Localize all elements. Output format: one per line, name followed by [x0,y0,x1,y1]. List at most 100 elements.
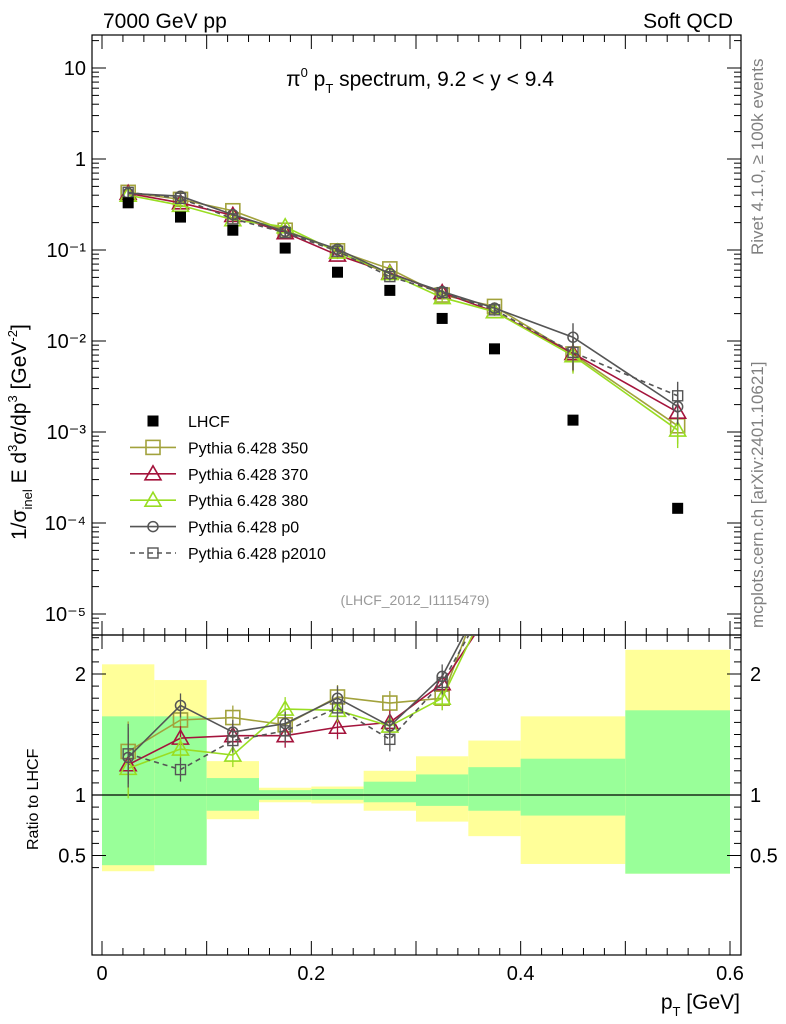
marker-circle [174,699,187,712]
y-tick-label: 10⁻² [47,331,87,353]
ratio-series-pythia-6-428-p2010 [122,584,500,784]
inner-uncertainty-band [520,758,626,816]
marker-filled-square [227,224,239,236]
y-tick-label: 1 [75,149,86,171]
ratio-ticks: 0.5 0.5 1 1 2 2 0 0.2 0.4 0.6 [58,635,778,985]
marker-filled-square [489,343,500,355]
marker-small-square [384,733,396,746]
series-lhcf [122,197,684,514]
inner-uncertainty-band [363,781,416,803]
series-line [128,192,679,408]
marker-small-square [174,763,187,776]
ratio-y-tick-label-left: 1 [75,785,86,807]
legend-label: Pythia 6.428 p0 [188,520,299,537]
marker-triangle [143,464,163,481]
marker-small-square [384,270,396,283]
marker-small-square [331,702,344,714]
legend-item: Pythia 6.428 p0 [130,520,299,537]
xlabel-unit: [GeV] [680,991,740,1014]
ylabel-part5: ] [8,324,31,330]
marker-square [145,439,161,456]
legend-item: Pythia 6.428 370 [130,464,308,484]
marker-small-square [227,734,239,747]
ratio-y-tick-label-left: 2 [75,664,86,686]
marker-circle [490,572,500,582]
marker-small-square [279,226,291,239]
ylabel-part2: E d [8,452,31,489]
marker-small-square [227,213,239,225]
spectrum-y-axis-label: 1/σinel E d3σ/dp3 [GeV-2] [5,324,35,540]
mcplots-watermark: mcplots.cern.ch [arXiv:2401.10621] [748,362,767,628]
marker-small-square [147,547,159,559]
marker-triangle [432,287,452,305]
header-right-label: Soft QCD [643,10,733,33]
marker-triangle [328,717,347,735]
marker-filled-square [279,242,291,254]
inner-uncertainty-band [416,774,469,806]
marker-small-square [490,584,500,594]
marker-filled-square [567,414,579,426]
title-zero-sup: 0 [301,65,308,80]
ratio-series-line [127,636,473,770]
ylabel-part3: σ/dp [8,403,31,445]
legend-label: Pythia 6.428 380 [188,493,308,510]
ratio-x-axis-label: pT [GeV] [661,991,740,1019]
y-tick-label: 10 [64,58,86,80]
marker-filled-square [175,211,186,223]
analysis-annotation: (LHCF_2012_I1115479) [341,592,490,608]
marker-small-square [122,748,134,760]
ratio-y-tick-label-left: 0.5 [58,846,86,868]
series-line [128,191,679,427]
legend-label: LHCF [188,414,230,431]
rivet-watermark: Rivet 4.1.0, ≥ 100k events [748,59,767,255]
spectrum-y-ticks: 10⁻⁵ 10⁻⁴ 10⁻³ 10⁻² 10⁻¹ 1 10 [45,35,741,635]
spectrum-frame [91,34,742,636]
marker-small-square [436,286,448,299]
marker-filled-square [332,266,343,278]
spectrum-panel: 10⁻⁵ 10⁻⁴ 10⁻³ 10⁻² 10⁻¹ 1 10 π0 pT spectrum, … [5,34,742,636]
y-tick-label: 10⁻³ [47,422,87,444]
y-tick-label: 10⁻⁴ [45,513,86,535]
marker-filled-square [672,502,684,514]
series-line [128,194,679,431]
marker-triangle [275,223,295,240]
marker-small-square [671,390,684,402]
marker-triangle [171,739,190,756]
ylabel-part4: [GeV [8,342,31,396]
ylabel-part1: 1/σ [8,509,31,540]
ratio-panel: 0.5 0.5 1 1 2 2 0 0.2 0.4 0.6 Ratio to LHCF pT [G… [25,552,778,1019]
legend-item: Pythia 6.428 p2010 [130,546,326,563]
marker-small-square [174,192,187,204]
legend-item: Pythia 6.428 380 [130,490,308,510]
marker-filled-square [122,197,134,209]
y-tick-label: 10⁻¹ [47,240,87,262]
legend-item: Pythia 6.428 350 [130,439,308,457]
legend-item: LHCF [147,414,230,431]
title-pi: π [286,68,301,91]
marker-small-square [331,245,344,257]
inner-uncertainty-band [311,788,364,800]
ylabel-sup3: -2 [5,330,20,342]
marker-circle [147,520,159,533]
marker-small-square [488,304,501,316]
x-tick-label: 0.4 [507,963,535,985]
marker-square [488,552,502,566]
marker-filled-square [436,312,448,324]
ylabel-inel-sub: inel [20,489,35,509]
series-pythia-6-428-380 [118,185,688,449]
title-pt-p: p [308,68,326,91]
series-pythia-6-428-p2010 [122,186,684,414]
ratio-y-tick-label-right: 1 [750,785,761,807]
ylabel-sup1: 3 [5,445,20,452]
x-tick-label: 0.2 [297,963,325,985]
ratio-series-line [127,636,470,771]
spectrum-title: π0 pT spectrum, 9.2 < y < 9.4 [286,65,554,96]
inner-uncertainty-band [468,767,521,811]
marker-small-square [436,676,448,689]
marker-square [382,695,398,711]
series-line [128,191,678,397]
header-left-label: 7000 GeV pp [103,10,227,33]
marker-filled-square [147,415,159,427]
legend-label: Pythia 6.428 350 [188,440,308,457]
